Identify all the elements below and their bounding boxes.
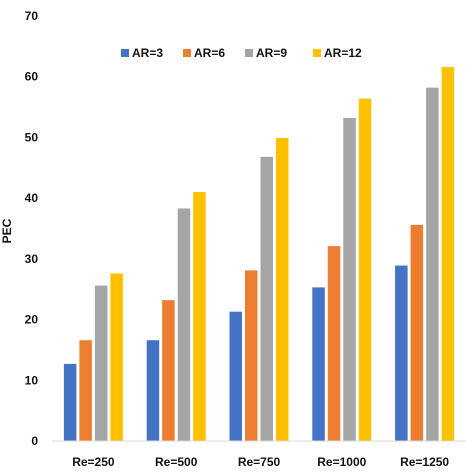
x-tick-label: Re=750	[238, 455, 281, 469]
bar-ar6-re1000	[327, 246, 341, 441]
y-axis-title: PEC	[0, 218, 14, 243]
bar-ar3-re1000	[312, 287, 325, 441]
legend-swatch	[313, 49, 321, 57]
bar-ar12-re250	[110, 273, 123, 441]
y-tick-label: 30	[25, 252, 39, 266]
x-tick-label: Re=250	[72, 455, 115, 469]
x-tick-label: Re=1250	[400, 455, 449, 469]
legend-swatch	[245, 49, 253, 57]
bar-ar9-re1250	[426, 87, 439, 442]
y-tick-label: 10	[25, 373, 39, 387]
bar-ar6-re250	[79, 340, 92, 441]
legend-label: AR=3	[132, 46, 163, 60]
legend-swatch	[183, 49, 191, 57]
bar-ar6-re750	[245, 270, 258, 441]
bar-ar3-re1250	[395, 265, 408, 441]
bar-ar12-re1250	[441, 67, 455, 441]
y-tick-label: 20	[25, 313, 39, 327]
y-tick-label: 0	[31, 434, 38, 448]
bar-ar9-re750	[260, 156, 273, 441]
bar-ar9-re500	[177, 208, 191, 441]
legend-label: AR=9	[256, 46, 287, 60]
bar-ar12-re750	[276, 138, 289, 442]
y-tick-label: 60	[25, 70, 39, 84]
y-tick-label: 40	[25, 191, 39, 205]
y-tick-label: 50	[25, 130, 39, 144]
bar-ar9-re250	[94, 285, 108, 441]
y-axis-ticks: 0 10 20 30 40 50 60 70	[25, 9, 39, 448]
x-axis-ticks: Re=250 Re=500 Re=750 Re=1000 Re=1250	[72, 455, 449, 469]
y-tick-label: 70	[25, 9, 39, 23]
x-tick-label: Re=1000	[317, 455, 366, 469]
bar-ar3-re750	[229, 311, 242, 441]
legend-swatch	[121, 49, 129, 57]
bar-ar9-re1000	[343, 118, 356, 441]
bar-ar3-re500	[146, 340, 160, 441]
legend-label: AR=12	[324, 46, 362, 60]
legend: AR=3 AR=6 AR=9 AR=12	[121, 46, 362, 60]
bar-ar6-re500	[162, 300, 175, 441]
bar-ar3-re250	[63, 363, 77, 441]
bar-ar6-re1250	[410, 224, 424, 441]
bar-ar12-re500	[193, 192, 206, 441]
bar-ar12-re1000	[358, 98, 372, 442]
bars	[63, 67, 455, 442]
x-tick-label: Re=500	[155, 455, 198, 469]
legend-label: AR=6	[194, 46, 225, 60]
